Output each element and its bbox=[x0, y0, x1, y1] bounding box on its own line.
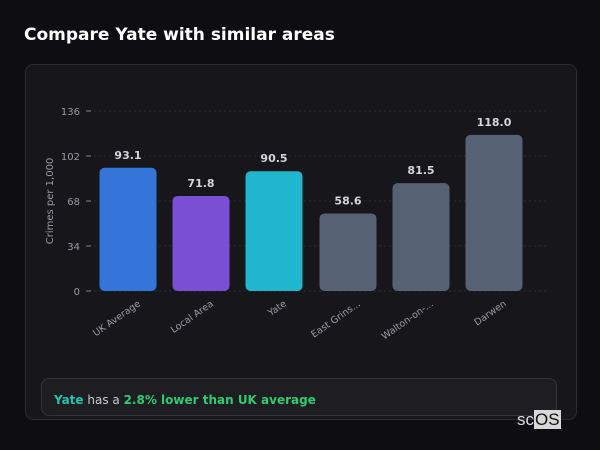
bar bbox=[245, 171, 303, 291]
y-axis-label: Crimes per 1,000 bbox=[45, 158, 56, 245]
scos-logo: scOS bbox=[517, 410, 561, 429]
x-tick-label: East Grins... bbox=[309, 298, 362, 340]
y-tick-label: 136 bbox=[61, 107, 80, 118]
page-title: Compare Yate with similar areas bbox=[24, 25, 335, 45]
bar bbox=[319, 213, 377, 291]
y-tick-label: 34 bbox=[67, 242, 80, 253]
bar-value-label: 71.8 bbox=[187, 177, 214, 190]
bar bbox=[172, 195, 230, 291]
bar bbox=[99, 167, 157, 291]
summary-box: Yate has a 2.8% lower than UK average bbox=[41, 378, 557, 416]
y-tick-label: 68 bbox=[67, 197, 80, 208]
y-tick-label: 102 bbox=[61, 152, 80, 163]
summary-comparison: 2.8% lower than UK average bbox=[123, 393, 316, 407]
x-tick-label: UK Average bbox=[91, 298, 143, 339]
bar-value-label: 58.6 bbox=[334, 194, 361, 207]
x-tick-label: Darwen bbox=[472, 298, 508, 328]
bar-value-label: 118.0 bbox=[477, 116, 512, 129]
summary-text: has a bbox=[83, 393, 124, 407]
x-tick-label: Local Area bbox=[169, 298, 216, 335]
summary-area: Yate bbox=[54, 393, 84, 407]
x-tick-label: Walton-on-... bbox=[380, 298, 436, 342]
bar bbox=[392, 183, 450, 291]
bar-value-label: 81.5 bbox=[407, 164, 434, 177]
bar-value-label: 90.5 bbox=[260, 152, 287, 165]
x-tick-label: Yate bbox=[265, 298, 289, 319]
y-tick-label: 0 bbox=[74, 287, 80, 298]
bar bbox=[465, 134, 523, 291]
bar-value-label: 93.1 bbox=[114, 149, 141, 162]
